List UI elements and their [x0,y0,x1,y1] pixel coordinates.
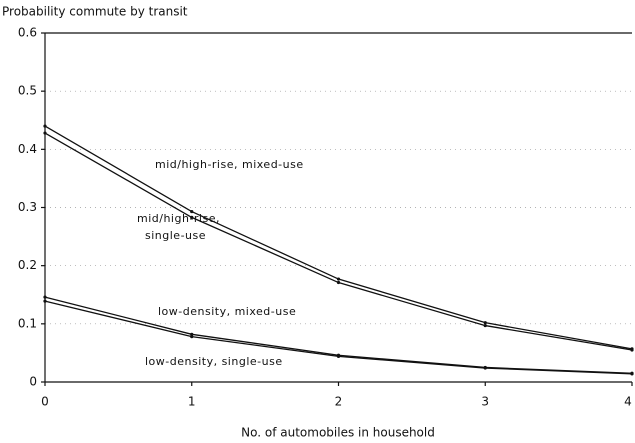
x-tick-label: 2 [335,395,343,409]
point [630,372,634,376]
x-tick-label: 4 [624,395,632,409]
series-line [44,125,633,350]
x-tick-label: 0 [41,395,49,409]
y-tick-label: 0.2 [18,258,37,272]
point [483,366,487,370]
annotation: low-density, mixed-use [158,305,296,318]
y-tick-label: 0.3 [18,200,37,214]
point [43,299,47,303]
point [336,277,341,281]
point [190,209,194,214]
point [483,321,487,325]
point [483,323,487,328]
point [43,131,47,135]
annotation: low-density, single-use [145,355,283,368]
point [336,280,341,285]
x-axis-label: No. of automobiles in household [241,426,435,440]
y-tick-label: 0 [29,375,37,389]
y-tick-label: 0.6 [18,26,37,40]
annotation: single-use [145,229,206,242]
y-tick-label: 0.4 [18,142,37,156]
point [190,335,194,339]
point [190,215,194,219]
y-tick-label: 0.1 [18,316,37,330]
series-line [44,300,633,375]
point [630,348,634,352]
y-tick-label: 0.5 [18,84,37,98]
chart-title: Probability commute by transit [2,5,188,19]
series-line [44,132,633,351]
x-tick-label: 1 [188,395,196,409]
x-tick-label: 3 [481,395,489,409]
point [336,354,341,359]
annotation: mid/high-rise, mixed-use [155,158,304,171]
point [190,332,194,336]
point [43,295,47,299]
point [43,124,47,128]
